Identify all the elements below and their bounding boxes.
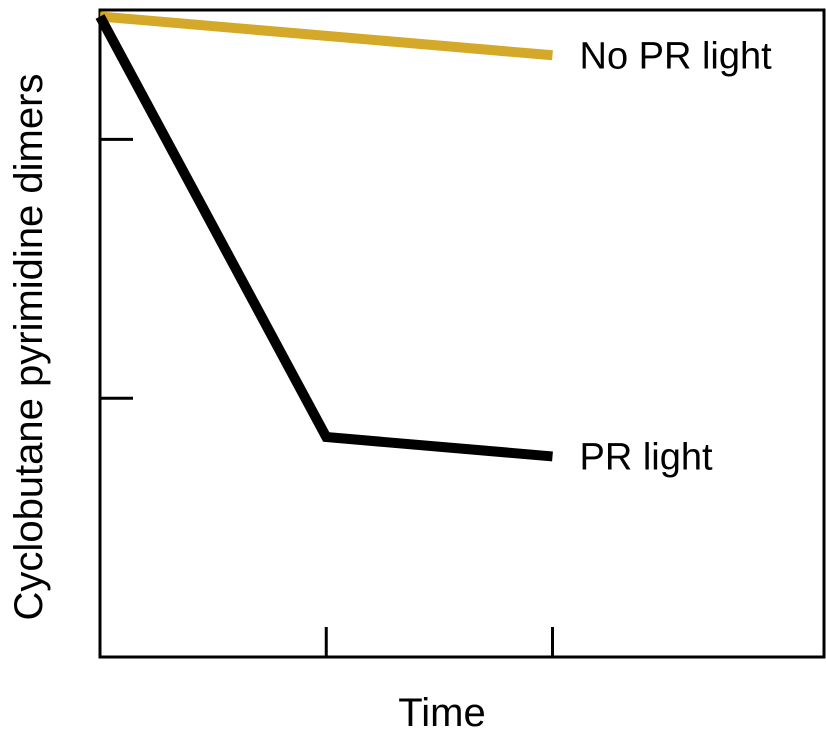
plot-frame: [98, 8, 826, 659]
plot-border: [98, 8, 826, 659]
series-label-no-pr-light: No PR light: [580, 35, 773, 77]
y-ticks: [100, 137, 133, 400]
x-ticks: [324, 627, 554, 657]
series-label-pr-light: PR light: [580, 436, 713, 478]
series-labels: No PR light PR light: [580, 35, 773, 478]
y-axis-title: Cyclobutane pyrimidine dimers: [7, 74, 51, 621]
series-lines: [95, 11, 553, 462]
series-line-no-pr-light: [99, 11, 553, 61]
series-line-pr-light: [95, 14, 553, 462]
x-axis-title: Time: [398, 691, 485, 735]
